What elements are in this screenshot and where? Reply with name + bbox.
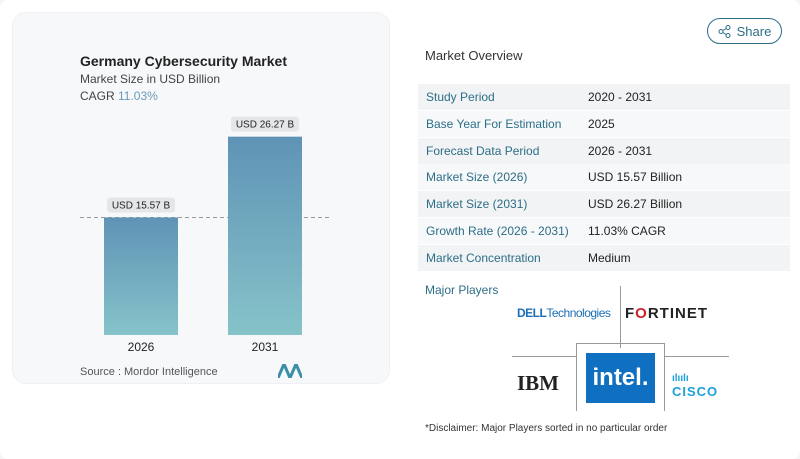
data-label: USD 15.57 B bbox=[112, 200, 171, 211]
disclaimer: *Disclaimer: Major Players sorted in no … bbox=[425, 423, 668, 434]
cisco-logo: ılıılı CISCO bbox=[672, 373, 719, 399]
row-key: Market Size (2026) bbox=[426, 170, 528, 185]
bar-chart: USD 15.57 B 2026 USD 26.27 B 2031 bbox=[80, 116, 330, 354]
data-label-bg bbox=[231, 116, 299, 132]
row-value: Medium bbox=[588, 250, 631, 265]
row-key: Growth Rate (2026 - 2031) bbox=[426, 224, 569, 238]
row-value: 11.03% CAGR bbox=[588, 224, 666, 238]
chart-subtitle: Market Size in USD Billion bbox=[80, 72, 221, 86]
row-key: Study Period bbox=[426, 90, 495, 104]
x-tick-label: 2031 bbox=[252, 340, 279, 354]
overview-row: Market Size (2026) USD 15.57 Billion bbox=[418, 164, 790, 192]
overview-row: Study Period 2020 - 2031 bbox=[418, 84, 790, 111]
divider bbox=[512, 356, 576, 357]
share-button[interactable]: Share bbox=[707, 18, 782, 44]
data-label: USD 26.27 B bbox=[236, 120, 295, 131]
overview-row: Market Concentration Medium bbox=[418, 244, 790, 272]
row-value: 2020 - 2031 bbox=[588, 90, 653, 104]
divider bbox=[620, 286, 621, 348]
dell-logo: DELLTechnologies bbox=[517, 306, 611, 320]
overview-row: Growth Rate (2026 - 2031) 11.03% CAGR bbox=[418, 218, 790, 245]
row-value: 2025 bbox=[588, 116, 615, 131]
share-icon bbox=[718, 24, 731, 38]
row-key: Forecast Data Period bbox=[426, 143, 540, 158]
cagr-value: 11.03% bbox=[118, 89, 158, 103]
source-text: Source : Mordor Intelligence bbox=[80, 366, 218, 378]
bar-2031 bbox=[228, 136, 302, 335]
row-key: Base Year For Estimation bbox=[426, 116, 562, 131]
major-players-label: Major Players bbox=[425, 283, 499, 297]
fortinet-logo: FORTINET bbox=[625, 305, 709, 322]
data-label-bg bbox=[107, 197, 175, 213]
row-key: Market Concentration bbox=[426, 250, 541, 265]
ibm-logo: IBM bbox=[517, 371, 559, 395]
divider bbox=[576, 343, 665, 411]
cagr-label: CAGR bbox=[80, 89, 115, 103]
cagr: CAGR 11.03% bbox=[80, 89, 158, 103]
share-label: Share bbox=[736, 23, 772, 39]
overview-row: Market Size (2031) USD 26.27 Billion bbox=[418, 191, 790, 219]
overview-title: Market Overview bbox=[425, 48, 523, 63]
overview-row: Forecast Data Period 2026 - 2031 bbox=[418, 137, 790, 165]
overview-row: Base Year For Estimation 2025 bbox=[418, 110, 790, 138]
row-value: 2026 - 2031 bbox=[588, 143, 653, 158]
chart-card bbox=[12, 12, 390, 384]
row-key: Market Size (2031) bbox=[426, 197, 528, 212]
bar-2026 bbox=[104, 217, 178, 335]
mordor-logo-icon bbox=[278, 364, 302, 378]
intel-logo: intel. bbox=[586, 353, 655, 403]
row-value: USD 15.57 Billion bbox=[588, 170, 683, 185]
chart-title: Germany Cybersecurity Market bbox=[80, 53, 287, 69]
x-tick-label: 2026 bbox=[128, 340, 155, 354]
divider bbox=[665, 356, 729, 357]
row-value: USD 26.27 Billion bbox=[588, 197, 683, 212]
